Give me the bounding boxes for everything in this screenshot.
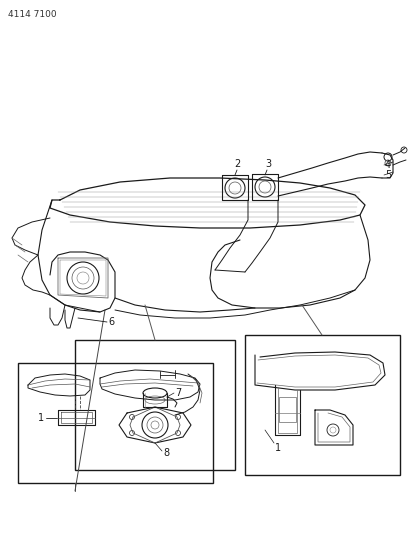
Bar — [279, 397, 296, 422]
Text: 1: 1 — [38, 413, 44, 423]
Bar — [245, 335, 400, 475]
Text: 3: 3 — [265, 159, 271, 169]
Text: 6: 6 — [108, 317, 114, 327]
Bar — [75, 340, 235, 470]
Bar — [18, 363, 213, 483]
Text: 8: 8 — [163, 448, 169, 458]
Text: 7: 7 — [175, 388, 181, 398]
Text: 1: 1 — [275, 443, 281, 453]
Text: 4: 4 — [385, 160, 391, 170]
Text: 5: 5 — [385, 170, 391, 180]
Text: 2: 2 — [234, 159, 240, 169]
Text: 4114 7100: 4114 7100 — [8, 10, 57, 19]
